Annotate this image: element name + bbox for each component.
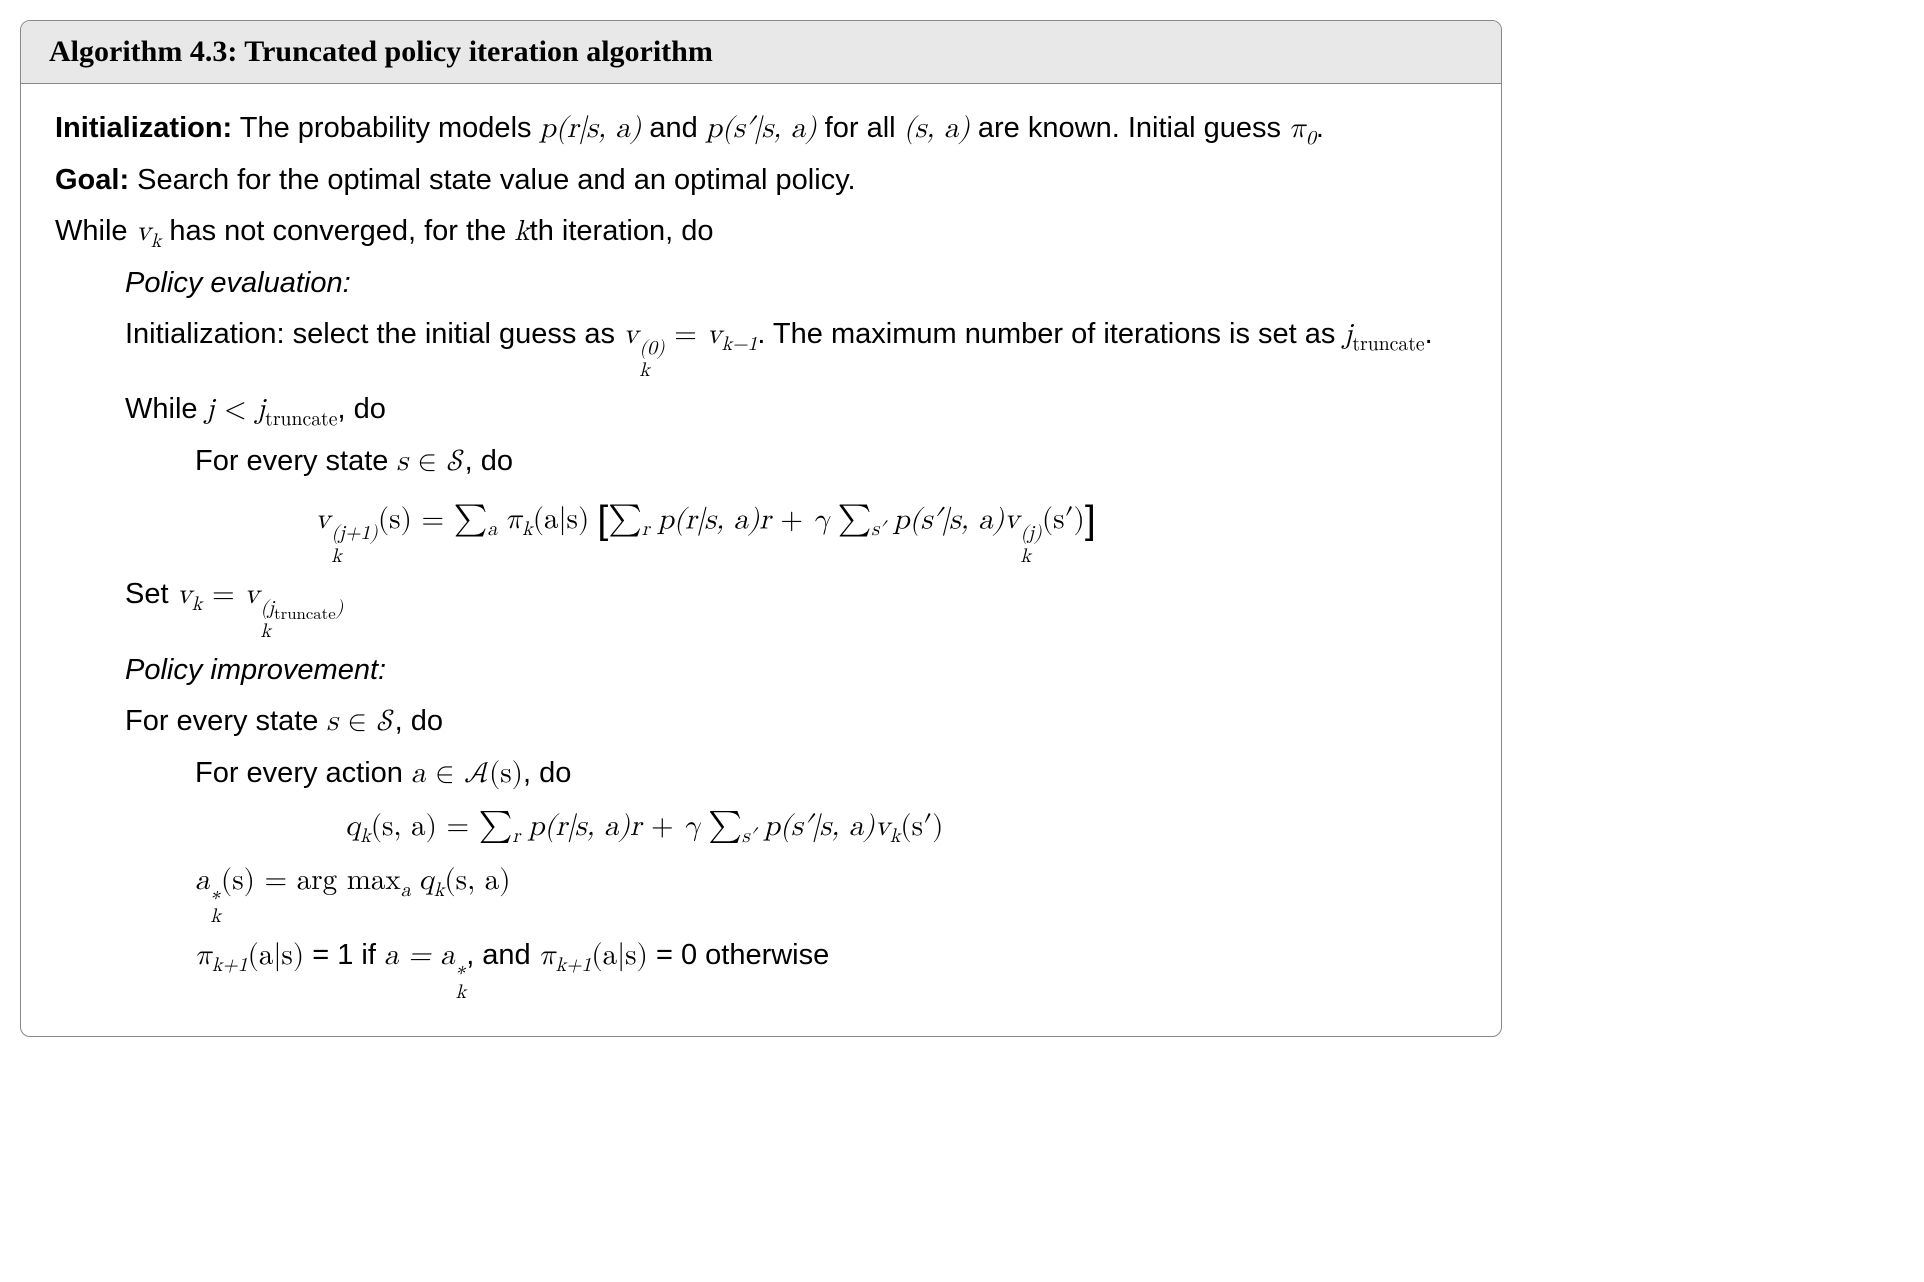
math-Scal-2: 𝒮 <box>377 707 395 736</box>
math-vk-set: vk <box>177 580 203 609</box>
pe-init-line: Initialization: select the initial guess… <box>55 312 1467 381</box>
pe-init-c: . <box>1425 318 1433 350</box>
while2-a: While <box>125 393 206 425</box>
astar-lhs: a∗k(s) <box>195 866 255 895</box>
pi-kp1-as-2: πk+1(a|s) <box>539 941 648 970</box>
for-action: For every action a ∈ 𝒜(s), do <box>55 751 1467 797</box>
for-s-a-2: For every state <box>125 705 326 737</box>
policy-improvement-label: Policy improvement: <box>55 648 1467 693</box>
a-eq-astar: a = a∗k <box>384 941 466 970</box>
vkj-sp: v(j)k(s′) <box>1004 505 1085 534</box>
p-sp-sa-2: p(s′|s, a) <box>764 812 875 841</box>
math-s-2: s <box>326 707 337 736</box>
inner-while: While j < jtruncate, do <box>55 387 1467 433</box>
math-vk0: v(0)k <box>623 320 665 349</box>
while-text-a: While <box>55 215 136 247</box>
math-p-spsa: p(s′|s, a) <box>706 114 817 143</box>
algorithm-number: Algorithm 4.3: <box>49 35 237 68</box>
for-a-b: , do <box>523 757 571 789</box>
sum-sp: ∑ <box>838 503 872 535</box>
bellman-update-eq: v(j+1)k(s) = ∑a πk(a|s) [∑r p(r|s, a)r +… <box>55 491 1467 567</box>
in-sign-2: ∈ <box>338 707 377 736</box>
pe-init-b: . The maximum number of iterations is se… <box>757 318 1343 350</box>
goal-label: Goal: <box>55 164 129 196</box>
goal-text: Search for the optimal state value and a… <box>129 164 855 196</box>
math-Scal-1: 𝒮 <box>447 447 465 476</box>
in-sign-3: ∈ <box>426 759 465 788</box>
initialization-line: Initialization: The probability models p… <box>55 106 1467 152</box>
vk-sp: vk(s′) <box>875 812 944 841</box>
for-a-a: For every action <box>195 757 411 789</box>
math-pi0: π0 <box>1289 114 1316 143</box>
math-jtruncate: jtruncate <box>1343 320 1424 349</box>
gamma-1: γ <box>813 505 830 534</box>
in-sign-1: ∈ <box>408 447 447 476</box>
sum-sp-2: ∑ <box>708 810 742 842</box>
while2-b: , do <box>337 393 385 425</box>
sum-r: ∑ <box>608 503 642 535</box>
pik-as: πk(a|s) <box>505 505 589 534</box>
math-sa: (s, a) <box>904 114 970 143</box>
math-jtruncate-2: jtruncate <box>256 395 337 424</box>
math-p-rsa: p(r|s, a) <box>540 114 642 143</box>
set-vk-line: Set vk = v(jtruncate)k <box>55 572 1467 641</box>
lbracket: [ <box>597 499 608 542</box>
init-text-5: . <box>1316 112 1324 144</box>
init-label: Initialization: <box>55 112 232 144</box>
q-update-eq: qk(s, a) = ∑r p(r|s, a)r + γ ∑s′ p(s′|s,… <box>55 802 1467 851</box>
for-state-1: For every state s ∈ 𝒮, do <box>55 439 1467 485</box>
math-s: s <box>396 447 407 476</box>
math-Acal: 𝒜 <box>464 759 489 788</box>
goal-line: Goal: Search for the optimal state value… <box>55 158 1467 203</box>
math-a: a <box>411 759 426 788</box>
outer-while: While vk has not converged, for the kth … <box>55 209 1467 255</box>
rule-c: = 0 otherwise <box>648 939 829 971</box>
rule-b: , and <box>466 939 539 971</box>
init-text-2: and <box>641 112 706 144</box>
pi-kp1-as-1: πk+1(a|s) <box>195 941 304 970</box>
rbracket: ] <box>1085 499 1096 542</box>
for-s-b: , do <box>465 445 513 477</box>
for-s-a: For every state <box>195 445 396 477</box>
p-rsa-r: p(r|s, a)r <box>658 505 771 534</box>
argmax: = arg max <box>255 866 401 895</box>
algorithm-title: Truncated policy iteration algorithm <box>244 35 713 68</box>
lt-sign: < <box>214 395 256 424</box>
qk-rhs: qk(s, a) <box>419 866 511 895</box>
sum-a: ∑ <box>454 503 488 535</box>
eq-sign: = <box>665 320 707 349</box>
algorithm-header: Algorithm 4.3: Truncated policy iteratio… <box>21 21 1501 84</box>
init-text-3: for all <box>817 112 904 144</box>
while-text-c: th iteration, do <box>530 215 714 247</box>
for-s-b-2: , do <box>395 705 443 737</box>
math-Aof: (s) <box>489 759 523 788</box>
init-text-4: are known. Initial guess <box>970 112 1289 144</box>
math-vk: vk <box>136 217 162 246</box>
policy-evaluation-label: Policy evaluation: <box>55 261 1467 306</box>
for-state-2: For every state s ∈ 𝒮, do <box>55 699 1467 745</box>
math-vk-jtrunc: v(jtruncate)k <box>244 580 343 609</box>
algorithm-box: Algorithm 4.3: Truncated policy iteratio… <box>20 20 1502 1037</box>
p-rsa-r-2: p(r|s, a)r <box>528 812 641 841</box>
eq1-lhs: v(j+1)k(s) <box>315 505 412 534</box>
while-text-b: has not converged, for the <box>161 215 514 247</box>
policy-rule-line: πk+1(a|s) = 1 if a = a∗k, and πk+1(a|s) … <box>55 933 1467 1002</box>
argmax-line: a∗k(s) = arg maxa qk(s, a) <box>55 858 1467 927</box>
p-sp-sa: p(s′|s, a) <box>893 505 1004 534</box>
math-vkm1: vk−1 <box>706 320 757 349</box>
qk-lhs: qk(s, a) <box>345 812 437 841</box>
algorithm-body: Initialization: The probability models p… <box>21 84 1501 1036</box>
sum-r-2: ∑ <box>479 810 513 842</box>
gamma-2: γ <box>683 812 700 841</box>
pe-init-a: Initialization: select the initial guess… <box>125 318 623 350</box>
math-k: k <box>514 217 529 246</box>
set-a: Set <box>125 578 177 610</box>
rule-a: = 1 if <box>304 939 384 971</box>
init-text-1: The probability models <box>232 112 539 144</box>
